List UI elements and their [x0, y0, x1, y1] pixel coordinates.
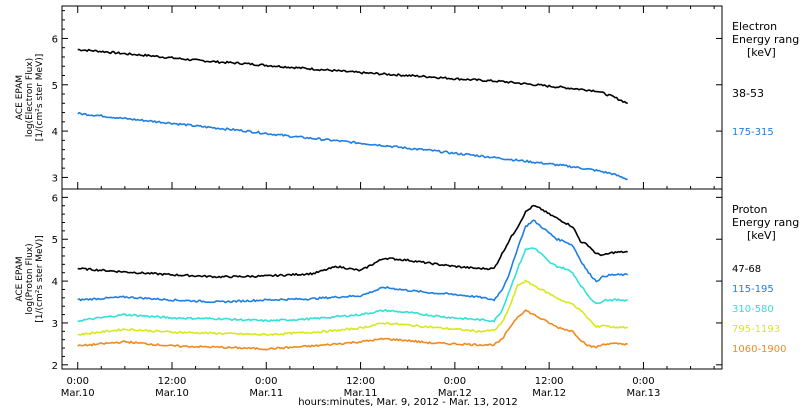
- x-tick-time-label: 12:00: [346, 376, 375, 387]
- legend-title: Proton: [732, 203, 767, 216]
- y-tick-label: 4: [52, 127, 58, 138]
- electron-series: [77, 48, 628, 181]
- proton-flux-panel: ACE EPAM log(Proton Flux) [1/(cm²s ster Me…: [15, 188, 800, 372]
- y-tick-label: 3: [52, 319, 58, 330]
- x-tick-time-label: 0:00: [255, 376, 277, 387]
- x-tick-date-label: Mar.10: [155, 388, 189, 399]
- legend-title-sub: Energy range: [732, 33, 800, 46]
- series-line-795-1193: [77, 279, 629, 337]
- y-tick-label: 6: [52, 34, 58, 45]
- series-line-175-315: [77, 111, 628, 181]
- y-tick-label: 5: [52, 81, 58, 92]
- x-tick-date-label: Mar.11: [249, 388, 283, 399]
- x-tick-date-label: Mar.12: [532, 388, 566, 399]
- y-axis-label-line: ACE EPAM: [15, 256, 25, 301]
- y-axis-label-line: ACE EPAM: [15, 75, 25, 120]
- y-tick-label: 5: [52, 235, 58, 246]
- legend-units: [keV]: [747, 46, 776, 59]
- y-axis-label-line: [1/(cm²s ster MeV)]: [35, 54, 45, 141]
- x-tick-time-label: 12:00: [535, 376, 564, 387]
- y-axis-label-line: [1/(cm²s ster MeV)]: [35, 235, 45, 322]
- legend-entry-1060-1900: 1060-1900: [732, 344, 787, 355]
- legend-entry-795-1193: 795-1193: [732, 324, 780, 335]
- proton-y-ticks: 2 3 4 5 6: [52, 193, 722, 372]
- time-x-axis: 0:00Mar.1012:00Mar.100:00Mar.1112:00Mar.…: [61, 6, 715, 399]
- electron-y-ticks: 3 4 5 6: [52, 10, 722, 184]
- y-tick-label: 2: [52, 361, 58, 372]
- legend-title-sub: Energy range: [732, 216, 800, 229]
- proton-series: [77, 204, 629, 351]
- legend-entry-38-53: 38-53: [732, 87, 764, 100]
- series-line-47-68: [77, 204, 628, 279]
- electron-panel-frame: [61, 5, 723, 190]
- x-axis-label: hours:minutes, Mar. 9, 2012 - Mar. 13, 2…: [298, 397, 518, 408]
- x-tick-date-label: Mar.12: [438, 388, 472, 399]
- legend-entry-175-315: 175-315: [732, 127, 774, 138]
- x-tick-time-label: 12:00: [158, 376, 187, 387]
- x-tick-time-label: 0:00: [66, 376, 88, 387]
- series-line-38-53: [77, 48, 628, 105]
- series-line-1060-1900: [77, 309, 628, 351]
- x-tick-time-label: 0:00: [632, 376, 654, 387]
- electron-flux-panel: ACE EPAM log(Electron Flux) [1/(cm²s ster …: [15, 5, 800, 190]
- x-tick-date-label: Mar.13: [626, 388, 660, 399]
- y-tick-label: 3: [52, 173, 58, 184]
- y-axis-label-line: log(Electron Flux): [25, 58, 35, 137]
- y-axis-label-line: log(Proton Flux): [25, 243, 35, 314]
- legend-entry-115-195: 115-195: [732, 284, 774, 295]
- y-tick-label: 6: [52, 193, 58, 204]
- series-line-310-580: [77, 247, 628, 323]
- x-tick-time-label: 0:00: [444, 376, 466, 387]
- proton-y-axis-label: ACE EPAM log(Proton Flux) [1/(cm²s ster Me…: [15, 235, 45, 322]
- legend-entry-47-68: 47-68: [732, 264, 761, 275]
- legend-title: Electron: [732, 20, 777, 33]
- electron-y-axis-label: ACE EPAM log(Electron Flux) [1/(cm²s ster …: [15, 54, 45, 141]
- proton-panel-frame: [61, 188, 723, 370]
- y-tick-label: 4: [52, 277, 58, 288]
- legend-units: [keV]: [747, 229, 776, 242]
- legend-entry-310-580: 310-580: [732, 304, 774, 315]
- series-line-115-195: [77, 219, 629, 304]
- x-tick-date-label: Mar.10: [61, 388, 95, 399]
- x-tick-date-label: Mar.11: [344, 388, 378, 399]
